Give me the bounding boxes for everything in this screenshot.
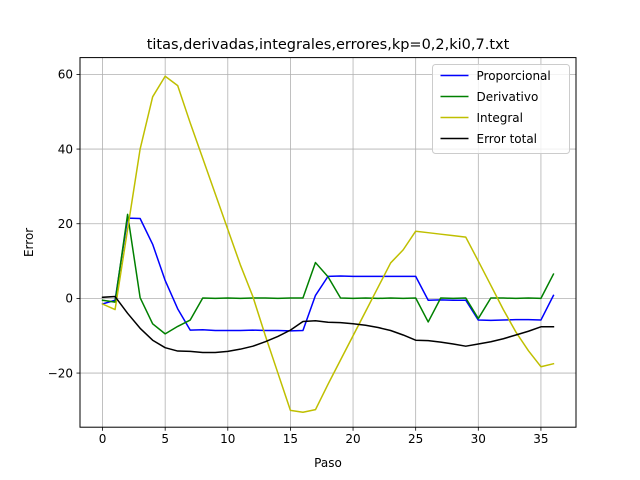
x-tick-label: 10 [220, 432, 235, 446]
legend-label: Derivativo [477, 90, 539, 104]
x-tick-label: 15 [283, 432, 298, 446]
y-tick-label: 0 [65, 292, 73, 306]
legend-box [432, 64, 570, 154]
x-tick-label: 35 [533, 432, 548, 446]
legend-label: Proporcional [477, 69, 551, 83]
x-axis-ticks: 0 5 10 15 20 25 30 35 [99, 427, 549, 446]
y-tick-label: −20 [48, 366, 73, 380]
chart-title: titas,derivadas,integrales,errores,kp=0,… [147, 37, 510, 53]
series-line-1 [101, 213, 555, 335]
plot-area-frame [79, 57, 577, 428]
x-tick-label: 30 [471, 432, 486, 446]
y-tick-label: 40 [58, 142, 73, 156]
y-axis-ticks: −20 0 20 40 60 [48, 68, 80, 380]
y-tick-label: 60 [58, 68, 73, 82]
series-line-2 [101, 75, 555, 414]
legend-label: Error total [477, 132, 538, 146]
x-axis-label: Paso [314, 456, 342, 470]
legend-label: Integral [477, 111, 523, 125]
x-tick-label: 25 [408, 432, 423, 446]
y-axis-label: Error [22, 228, 36, 257]
series-line-3 [101, 295, 555, 354]
x-tick-label: 20 [345, 432, 360, 446]
y-tick-label: 20 [58, 217, 73, 231]
legend: Proporcional Derivativo Integral Error tota… [432, 64, 570, 154]
series-layer [101, 75, 555, 414]
x-tick-label: 5 [161, 432, 169, 446]
x-tick-label: 0 [99, 432, 107, 446]
